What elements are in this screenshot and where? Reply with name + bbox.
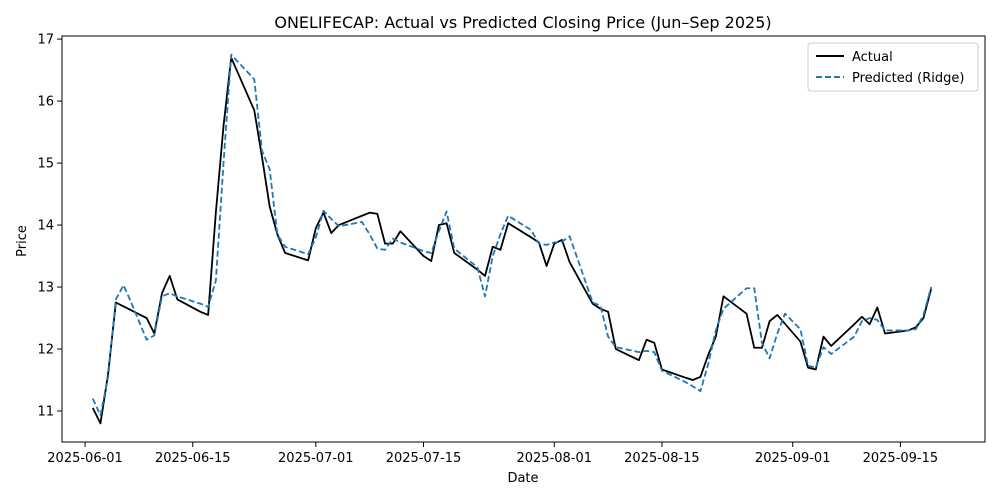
y-tick-label: 15: [37, 157, 54, 172]
y-axis: 11 12 13 14 15 16 17: [37, 33, 62, 420]
legend-label-predicted: Predicted (Ridge): [852, 71, 964, 86]
legend-label-actual: Actual: [852, 50, 893, 65]
legend-box: [807, 42, 979, 92]
x-tick-label: 2025-09-01: [755, 451, 831, 466]
y-tick-label: 13: [37, 281, 54, 296]
y-tick-label: 14: [37, 219, 54, 234]
plot-frame: [61, 35, 986, 443]
legend: Actual Predicted (Ridge): [807, 42, 979, 92]
x-tick-label: 2025-09-15: [863, 451, 939, 466]
y-tick-label: 12: [37, 343, 54, 358]
x-tick-label: 2025-07-15: [386, 451, 462, 466]
x-tick-label: 2025-08-01: [516, 451, 592, 466]
x-tick-label: 2025-06-15: [155, 451, 231, 466]
y-tick-label: 11: [37, 405, 54, 420]
x-axis-label: Date: [507, 471, 538, 486]
series-layer: [91, 53, 933, 425]
y-axis-label: Price: [15, 225, 30, 257]
x-axis: 2025-06-01 2025-06-15 2025-07-01 2025-07-15…: [47, 442, 938, 466]
x-tick-label: 2025-08-15: [624, 451, 700, 466]
series-line-predicted: [91, 53, 933, 417]
y-tick-label: 17: [37, 33, 54, 48]
plot-area: [61, 35, 986, 443]
y-tick-label: 16: [37, 95, 54, 110]
chart-title: ONELIFECAP: Actual vs Predicted Closing …: [274, 13, 771, 32]
x-tick-label: 2025-07-01: [278, 451, 354, 466]
x-tick-label: 2025-06-01: [47, 451, 123, 466]
